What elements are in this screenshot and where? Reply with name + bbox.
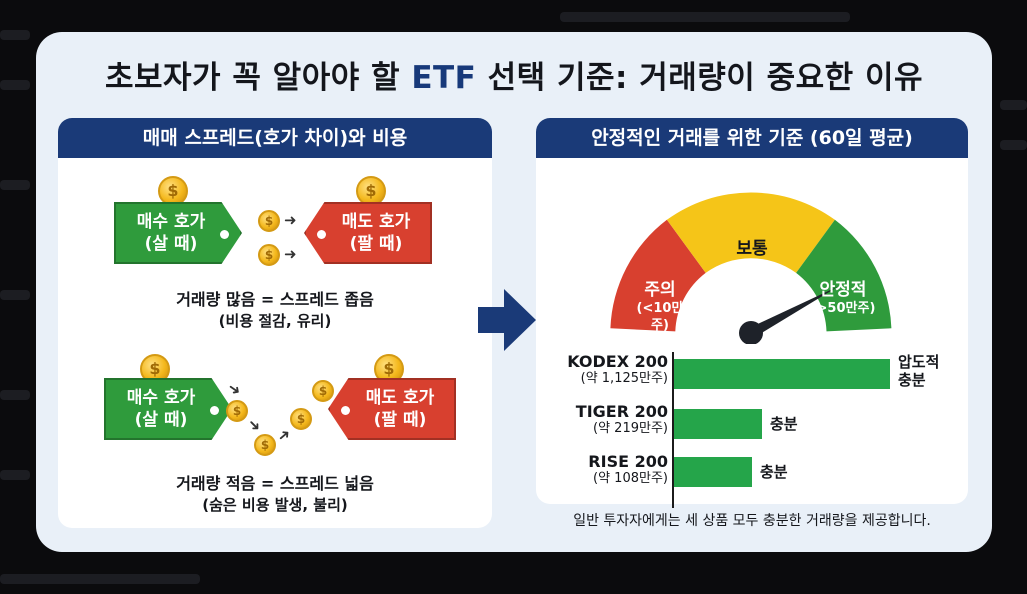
gauge-needle <box>747 286 839 337</box>
buy-tag-line-2: (살 때) <box>134 410 188 430</box>
coin-icon: $ <box>312 380 334 402</box>
tag-hole <box>317 230 326 239</box>
buy-tag-line-1: 매수 호가 <box>126 388 196 408</box>
gauge-needle-pivot <box>739 321 763 344</box>
infographic-title: 초보자가 꼭 알아야 할 ETF 선택 기준: 거래량이 중요한 이유 <box>36 52 992 97</box>
volume-gauge <box>610 192 892 344</box>
sell-tag-line-2: (팔 때) <box>373 410 427 430</box>
gauge-caution-segment <box>610 219 706 332</box>
gauge-stable-label: 안정적 (>50만주) <box>804 280 882 317</box>
arrow-curve-icon: ➜ <box>224 378 245 401</box>
arrow-curve-icon: ➜ <box>273 424 295 447</box>
sell-tag-line-2: (팔 때) <box>349 234 403 254</box>
chart-axis <box>672 352 674 508</box>
coin-icon: $ <box>258 244 280 266</box>
etf-label: RISE 200 (약 108만주) <box>588 452 668 487</box>
arrow-right-icon <box>478 289 536 351</box>
bar-tag-line: 충분 <box>898 371 926 389</box>
bar-tag-line: 충분 <box>770 415 798 433</box>
sell-price-tag: 매도 호가 (팔 때) <box>304 202 432 264</box>
sell-price-tag: 매도 호가 (팔 때) <box>328 378 456 440</box>
spread-panel-header: 매매 스프레드(호가 차이)와 비용 <box>58 118 492 158</box>
etf-name: TIGER 200 <box>575 402 668 421</box>
etf-volume: (약 1,125만주) <box>580 371 668 386</box>
title-accent: ETF <box>411 60 477 96</box>
title-part-1: 초보자가 꼭 알아야 할 <box>105 60 412 96</box>
low-volume-subcaption: (숨은 비용 발생, 불리) <box>202 496 348 514</box>
caution-title: 주의 <box>644 280 676 300</box>
volume-bar <box>674 359 890 389</box>
buy-tag-line-1: 매수 호가 <box>136 212 206 232</box>
etf-name: RISE 200 <box>588 452 668 471</box>
arrow-curve-icon: ➜ <box>243 414 266 436</box>
coin-icon: $ <box>258 210 280 232</box>
spread-panel: 매매 스프레드(호가 차이)와 비용 $ $ 매수 호가 (살 때) $ ➜ $… <box>58 118 492 528</box>
coin-icon: $ <box>226 400 248 422</box>
bar-tag-line: 충분 <box>760 463 788 481</box>
gauge-normal-segment <box>666 192 835 273</box>
title-part-2: 선택 기준: 거래량이 중요한 이유 <box>476 60 923 96</box>
caution-range: (<10만주) <box>636 301 684 333</box>
buy-price-tag: 매수 호가 (살 때) <box>104 378 232 440</box>
high-volume-caption: 거래량 많음 = 스프레드 좁음 <box>176 290 374 309</box>
criteria-panel-header: 안정적인 거래를 위한 기준 (60일 평균) <box>536 118 968 158</box>
footer-note: 일반 투자자에게는 세 상품 모두 충분한 거래량을 제공합니다. <box>573 513 931 529</box>
etf-label: TIGER 200 (약 219만주) <box>576 402 668 437</box>
tag-hole <box>210 406 219 415</box>
buy-price-tag: 매수 호가 (살 때) <box>114 202 242 264</box>
bar-tag-line: 압도적 <box>898 353 940 371</box>
bar-tag: 충분 <box>770 415 798 433</box>
coin-icon: $ <box>254 434 276 456</box>
high-volume-subcaption: (비용 절감, 유리) <box>218 312 332 330</box>
coin-icon: $ <box>356 176 386 206</box>
bar-tag: 충분 <box>760 463 788 481</box>
infographic-card: 초보자가 꼭 알아야 할 ETF 선택 기준: 거래량이 중요한 이유 매매 스… <box>36 32 992 552</box>
arrow-right-icon: ➜ <box>284 211 297 229</box>
etf-volume: (약 219만주) <box>593 421 668 436</box>
etf-name: KODEX 200 <box>567 352 668 371</box>
stable-title: 안정적 <box>819 280 867 300</box>
low-volume-caption: 거래량 적음 = 스프레드 넓음 <box>176 474 374 493</box>
volume-bar <box>674 457 752 487</box>
gauge-caution-label: 주의 (<10만주) <box>630 280 690 334</box>
coin-icon: $ <box>158 176 188 206</box>
gauge-normal-label: 보통 <box>736 239 768 259</box>
bar-tag: 압도적 충분 <box>898 353 939 389</box>
sell-tag-line-1: 매도 호가 <box>365 388 435 408</box>
gauge-stable-segment <box>796 219 892 332</box>
sell-tag-line-1: 매도 호가 <box>341 212 411 232</box>
etf-label: KODEX 200 (약 1,125만주) <box>567 352 668 387</box>
volume-bar <box>674 409 762 439</box>
volume-criteria-panel: 안정적인 거래를 위한 기준 (60일 평균) 주의 (<10만주) 보통 안정… <box>536 118 968 508</box>
buy-tag-line-2: (살 때) <box>144 234 198 254</box>
tag-hole <box>341 406 350 415</box>
coin-icon: $ <box>290 408 312 430</box>
stable-range: (>50만주) <box>810 301 876 316</box>
etf-volume: (약 108만주) <box>593 471 668 486</box>
arrow-right-icon: ➜ <box>284 245 297 263</box>
tag-hole <box>220 230 229 239</box>
